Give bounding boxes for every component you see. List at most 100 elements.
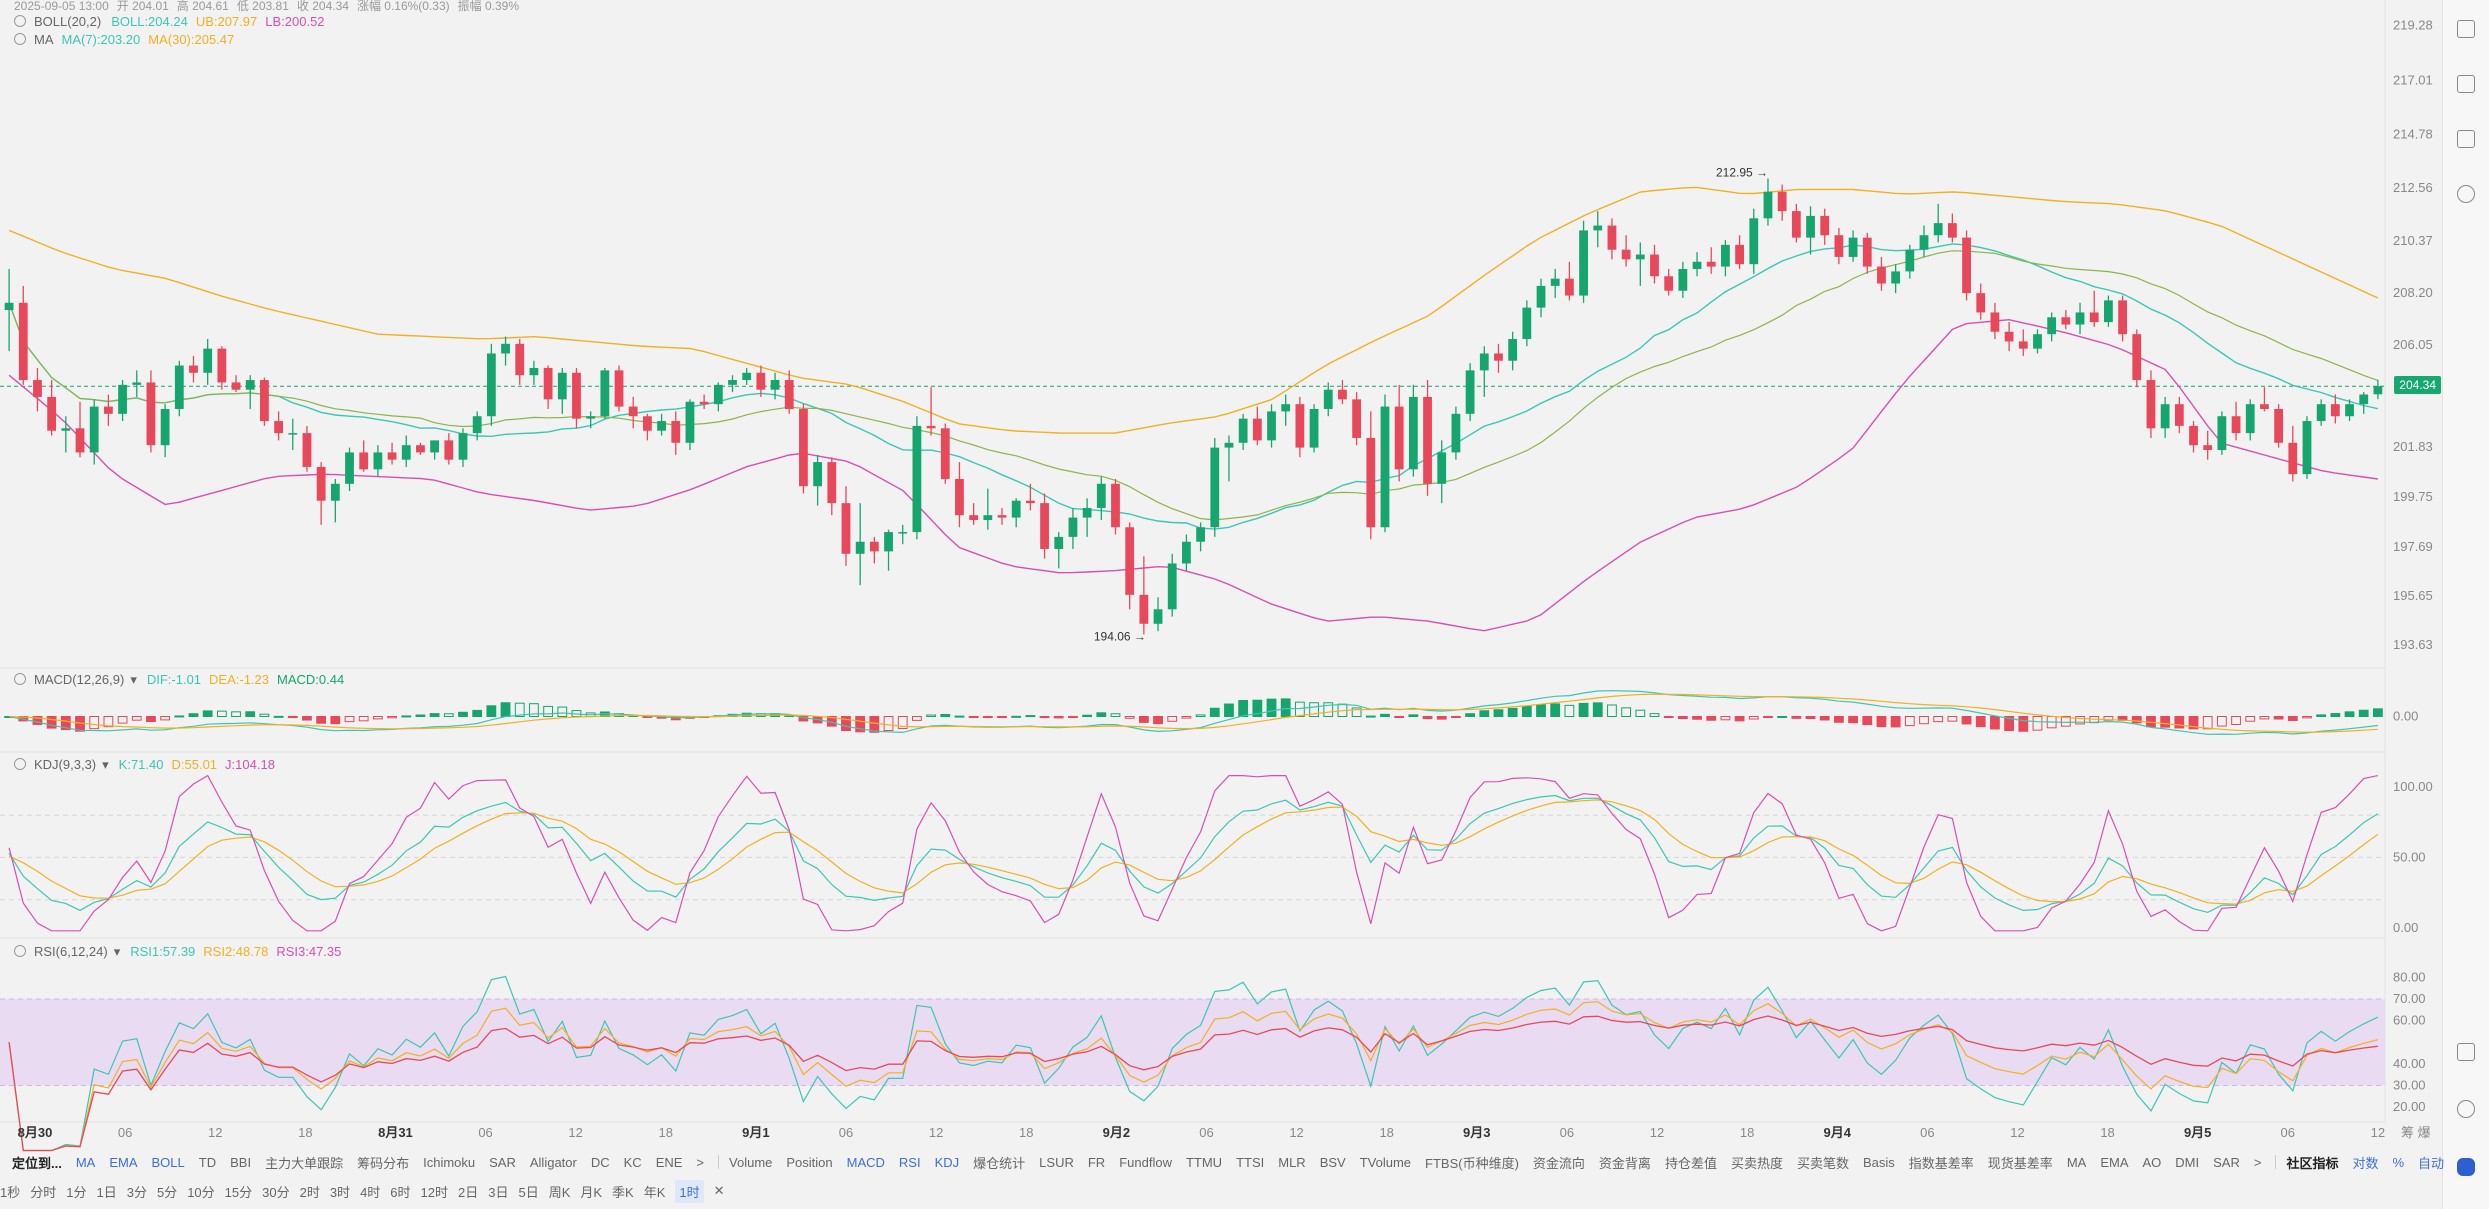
timeframe-20[interactable]: 年K xyxy=(643,1184,666,1200)
ind-left-6[interactable]: 主力大单跟踪 xyxy=(265,1155,344,1171)
ind-mid-17[interactable]: 持仓差值 xyxy=(1664,1155,1717,1171)
ind-left-1[interactable]: MA xyxy=(75,1154,96,1170)
timeframe-13[interactable]: 12时 xyxy=(420,1184,448,1200)
ind-mid-20[interactable]: Basis xyxy=(1862,1154,1895,1170)
timeframe-10[interactable]: 3时 xyxy=(329,1184,351,1200)
indicator-icon[interactable] xyxy=(2457,130,2475,148)
ind-mid-14[interactable]: FTBS(币种维度) xyxy=(1425,1155,1519,1171)
timeframe-18[interactable]: 月K xyxy=(580,1184,603,1200)
timeframe-15[interactable]: 3日 xyxy=(488,1184,509,1200)
timeframe-1[interactable]: 分时 xyxy=(30,1184,57,1200)
candle-body-24 xyxy=(345,452,354,484)
headset-icon[interactable] xyxy=(2457,1100,2475,1118)
ind-mid-12[interactable]: BSV xyxy=(1319,1154,1346,1170)
candle-body-129 xyxy=(1834,235,1844,257)
ind-mid-23[interactable]: MA xyxy=(2066,1154,2087,1170)
ind-right-2[interactable]: % xyxy=(2392,1154,2405,1170)
ind-mid-6[interactable]: LSUR xyxy=(1039,1154,1074,1170)
ind-right-1[interactable]: 对数 xyxy=(2352,1155,2379,1171)
timeframe-11[interactable]: 4时 xyxy=(360,1184,381,1200)
ind-mid-27[interactable]: SAR xyxy=(2213,1154,2240,1170)
bell-icon[interactable] xyxy=(14,758,26,770)
ind-mid-5[interactable]: 爆仓统计 xyxy=(973,1155,1026,1171)
ind-mid-18[interactable]: 买卖热度 xyxy=(1730,1155,1783,1171)
ind-mid-24[interactable]: EMA xyxy=(2100,1154,2129,1170)
macd-bar-59 xyxy=(841,716,851,732)
ind-mid-21[interactable]: 指数基差率 xyxy=(1908,1155,1974,1171)
ind-left-8[interactable]: Ichimoku xyxy=(423,1154,476,1170)
ind-mid-28[interactable]: > xyxy=(2253,1154,2262,1170)
timeframe-2[interactable]: 1分 xyxy=(66,1184,87,1200)
ind-mid-3[interactable]: RSI xyxy=(898,1154,921,1170)
timeframe-6[interactable]: 10分 xyxy=(187,1184,215,1200)
bell-icon[interactable] xyxy=(14,673,26,685)
ind-left-2[interactable]: EMA xyxy=(109,1154,138,1170)
timeframe-5[interactable]: 5分 xyxy=(156,1184,178,1200)
candle-body-93 xyxy=(1323,389,1333,409)
candle-body-57 xyxy=(813,462,823,487)
ind-left-4[interactable]: TD xyxy=(198,1154,217,1170)
ind-mid-9[interactable]: TTMU xyxy=(1185,1154,1223,1170)
timeframe-14[interactable]: 2日 xyxy=(458,1184,479,1200)
ind-mid-22[interactable]: 现货基差率 xyxy=(1987,1155,2053,1171)
timeframe-16[interactable]: 5日 xyxy=(518,1184,539,1200)
ind-left-3[interactable]: BOLL xyxy=(151,1154,185,1170)
candle-body-76 xyxy=(1082,507,1092,518)
ind-mid-13[interactable]: TVolume xyxy=(1359,1154,1412,1170)
timeframe-22[interactable]: ✕ xyxy=(713,1183,725,1198)
timeframe-19[interactable]: 季K xyxy=(612,1184,634,1200)
boll-mid-line xyxy=(8,243,2379,530)
timeframe-8[interactable]: 30分 xyxy=(262,1184,290,1200)
ind-left-9[interactable]: SAR xyxy=(489,1154,516,1170)
ind-left-13[interactable]: ENE xyxy=(655,1154,683,1170)
macd-bar-27 xyxy=(387,716,397,719)
ind-left-5[interactable]: BBI xyxy=(230,1154,252,1170)
x-tick-16: 9月3 xyxy=(1463,1125,1490,1140)
timeframe-9[interactable]: 2时 xyxy=(299,1184,320,1200)
ind-mid-4[interactable]: KDJ xyxy=(934,1154,960,1170)
bell-icon[interactable] xyxy=(14,945,26,957)
ind-left-0[interactable]: 定位到... xyxy=(12,1155,62,1171)
ind-mid-15[interactable]: 资金流向 xyxy=(1532,1155,1585,1171)
settings-icon[interactable] xyxy=(2457,185,2475,203)
eye-icon[interactable] xyxy=(14,15,26,27)
timeframe-3[interactable]: 1日 xyxy=(96,1184,117,1200)
ind-left-14[interactable]: > xyxy=(696,1154,705,1170)
ind-mid-26[interactable]: DMI xyxy=(2175,1154,2200,1170)
ind-mid-0[interactable]: Volume xyxy=(729,1154,773,1170)
ind-mid-7[interactable]: FR xyxy=(1087,1154,1106,1170)
layout-icon[interactable] xyxy=(2457,1043,2475,1061)
macd-bar-30 xyxy=(429,713,440,717)
ind-mid-11[interactable]: MLR xyxy=(1278,1154,1306,1170)
timeframe-12[interactable]: 6时 xyxy=(390,1184,411,1200)
trend-icon[interactable] xyxy=(2457,75,2475,93)
x-tick-24: 9月5 xyxy=(2184,1125,2211,1140)
candle-body-133 xyxy=(1891,271,1901,284)
ind-left-11[interactable]: DC xyxy=(590,1154,610,1170)
timeframe-17[interactable]: 周K xyxy=(548,1184,571,1200)
ind-mid-19[interactable]: 买卖笔数 xyxy=(1796,1155,1849,1171)
ind-mid-1[interactable]: Position xyxy=(786,1154,833,1170)
ind-mid-25[interactable]: AO xyxy=(2142,1154,2162,1170)
ohlc-4: 收 204.34 xyxy=(296,0,349,13)
bell-icon[interactable] xyxy=(14,33,26,45)
boll-val-1: UB:207.97 xyxy=(195,14,258,29)
robot-icon[interactable] xyxy=(2457,1158,2475,1176)
macd-bar-89 xyxy=(1266,698,1277,717)
timeframe-7[interactable]: 15分 xyxy=(224,1184,253,1200)
ind-mid-8[interactable]: Fundflow xyxy=(1119,1154,1172,1170)
timeframe-21[interactable]: 1时 xyxy=(675,1179,704,1203)
timeframe-4[interactable]: 3分 xyxy=(126,1184,147,1200)
download-icon[interactable] xyxy=(2457,20,2475,38)
timeframe-0[interactable]: 1秒 xyxy=(0,1184,21,1200)
ind-mid-16[interactable]: 资金背离 xyxy=(1598,1155,1651,1171)
ohlc-2: 高 204.61 xyxy=(176,0,229,13)
ind-mid-10[interactable]: TTSI xyxy=(1236,1154,1265,1170)
ind-mid-2[interactable]: MACD xyxy=(846,1154,885,1170)
ind-right-3[interactable]: 自动 xyxy=(2418,1155,2445,1171)
ind-left-12[interactable]: KC xyxy=(623,1154,642,1170)
ind-right-0[interactable]: 社区指标 xyxy=(2286,1155,2339,1171)
ind-left-7[interactable]: 筹码分布 xyxy=(357,1155,410,1171)
ind-left-10[interactable]: Alligator xyxy=(529,1154,577,1170)
